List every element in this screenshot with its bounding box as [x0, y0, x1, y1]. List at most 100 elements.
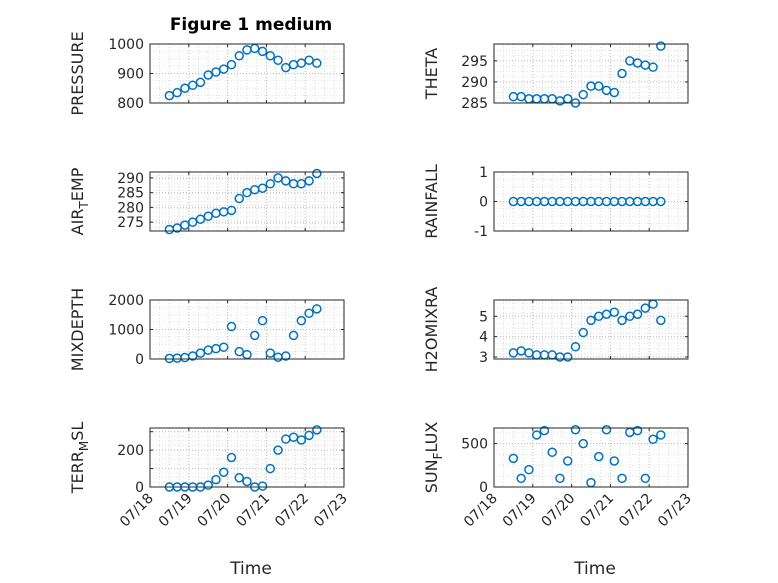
data-point	[257, 315, 268, 326]
data-point	[578, 327, 588, 338]
data-point	[648, 62, 658, 72]
data-point	[234, 51, 244, 61]
data-point	[281, 351, 291, 361]
data-point	[524, 464, 534, 475]
xtick-label: 07/20	[195, 491, 235, 531]
data-point	[656, 41, 666, 51]
data-point	[180, 220, 190, 230]
data-point	[640, 473, 651, 484]
data-point	[312, 58, 322, 68]
data-point	[195, 348, 206, 358]
data-point	[578, 89, 588, 100]
data-point	[242, 187, 252, 198]
xtick-label: 07/22	[272, 491, 312, 531]
data-point	[226, 205, 237, 216]
ytick-label: 1	[479, 165, 488, 181]
subplot-8: 0 500 SUNFLUX 07/1807/1907/2007/2107/2207/2…	[422, 422, 695, 531]
data-point	[281, 176, 291, 186]
figure-title: Figure 1 medium	[170, 15, 332, 35]
data-point	[265, 179, 276, 189]
data-point	[562, 456, 573, 466]
data-point	[570, 342, 581, 352]
axes-frame	[149, 171, 345, 232]
data-point	[218, 64, 229, 74]
ytick-label: 4	[479, 330, 488, 346]
data-point	[578, 438, 588, 449]
data-point	[296, 58, 307, 68]
data-point	[304, 176, 314, 186]
data-point	[617, 315, 627, 326]
xtick-label: 07/21	[577, 491, 617, 531]
ytick-label: 3	[479, 350, 488, 366]
data-point	[555, 473, 565, 484]
ytick-label: 285	[117, 186, 144, 202]
ylabel: THETA	[422, 48, 441, 100]
axes-frame	[493, 299, 689, 360]
data-point	[257, 46, 268, 57]
data-point	[594, 451, 604, 462]
data-point	[164, 90, 175, 101]
data-point	[234, 473, 244, 483]
data-point	[273, 55, 283, 65]
ytick-label: 500	[461, 437, 488, 453]
data-point	[516, 473, 526, 484]
subplot-6: 3 4 5 H2OMIXRA	[422, 287, 689, 372]
ylabel: PRESSURE	[68, 31, 87, 115]
ylabel: MIXDEPTH	[68, 288, 87, 371]
ytick-label: 0	[479, 195, 488, 211]
ytick-label: 0	[135, 480, 144, 496]
data-point	[195, 77, 206, 88]
axes-frame	[149, 427, 345, 488]
axes-frame	[149, 43, 345, 104]
xlabel-right: Time	[573, 559, 616, 579]
subplot-1: 800 900 1000 PRESSURE	[68, 31, 345, 116]
data-point	[203, 70, 213, 80]
data-point	[242, 476, 252, 487]
data-point	[257, 183, 268, 193]
ytick-label: 5	[479, 309, 488, 325]
data-point	[539, 425, 550, 436]
ylabel: RAINFALL	[422, 164, 441, 239]
data-point	[640, 303, 651, 313]
ytick-label: 1000	[108, 37, 144, 53]
axes-frame	[493, 427, 689, 488]
data-point	[656, 430, 666, 440]
data-point	[296, 435, 307, 445]
data-point	[265, 348, 276, 358]
data-point	[203, 211, 213, 221]
data-point	[312, 304, 322, 314]
data-point	[281, 62, 291, 73]
plot-area	[494, 44, 688, 103]
data-point	[172, 223, 182, 233]
xtick-label: 07/23	[655, 491, 695, 531]
subplot-5: 0 1000 2000 MIXDEPTH	[68, 288, 345, 371]
ylabel: TERRMSL	[68, 422, 91, 495]
xtick-label: 07/22	[616, 491, 656, 531]
ytick-label: 800	[117, 96, 144, 112]
ytick-label: 0	[135, 352, 144, 368]
ytick-label: 1000	[108, 323, 144, 339]
xtick-label: 07/23	[311, 491, 351, 531]
data-point	[570, 424, 581, 435]
subplot-2: 285 290 295 THETA	[422, 41, 689, 112]
subplot-4: -1 0 1 RAINFALL	[422, 164, 689, 240]
data-point	[288, 330, 299, 341]
data-point	[304, 308, 314, 319]
data-point	[547, 447, 557, 458]
xtick-label: 07/18	[117, 491, 157, 531]
data-point	[180, 83, 190, 93]
ytick-label: 290	[461, 75, 488, 91]
data-point	[250, 330, 260, 341]
data-point	[273, 173, 283, 183]
data-point	[187, 351, 198, 361]
plot-area	[494, 300, 688, 359]
xtick-label: 07/19	[156, 491, 196, 531]
xlabel-left: Time	[229, 559, 272, 579]
data-point	[273, 445, 283, 455]
data-point	[594, 81, 604, 91]
axes-frame	[149, 299, 345, 360]
ytick-label: 280	[117, 200, 144, 216]
xtick-label: 07/18	[461, 491, 501, 531]
data-point	[632, 425, 643, 436]
